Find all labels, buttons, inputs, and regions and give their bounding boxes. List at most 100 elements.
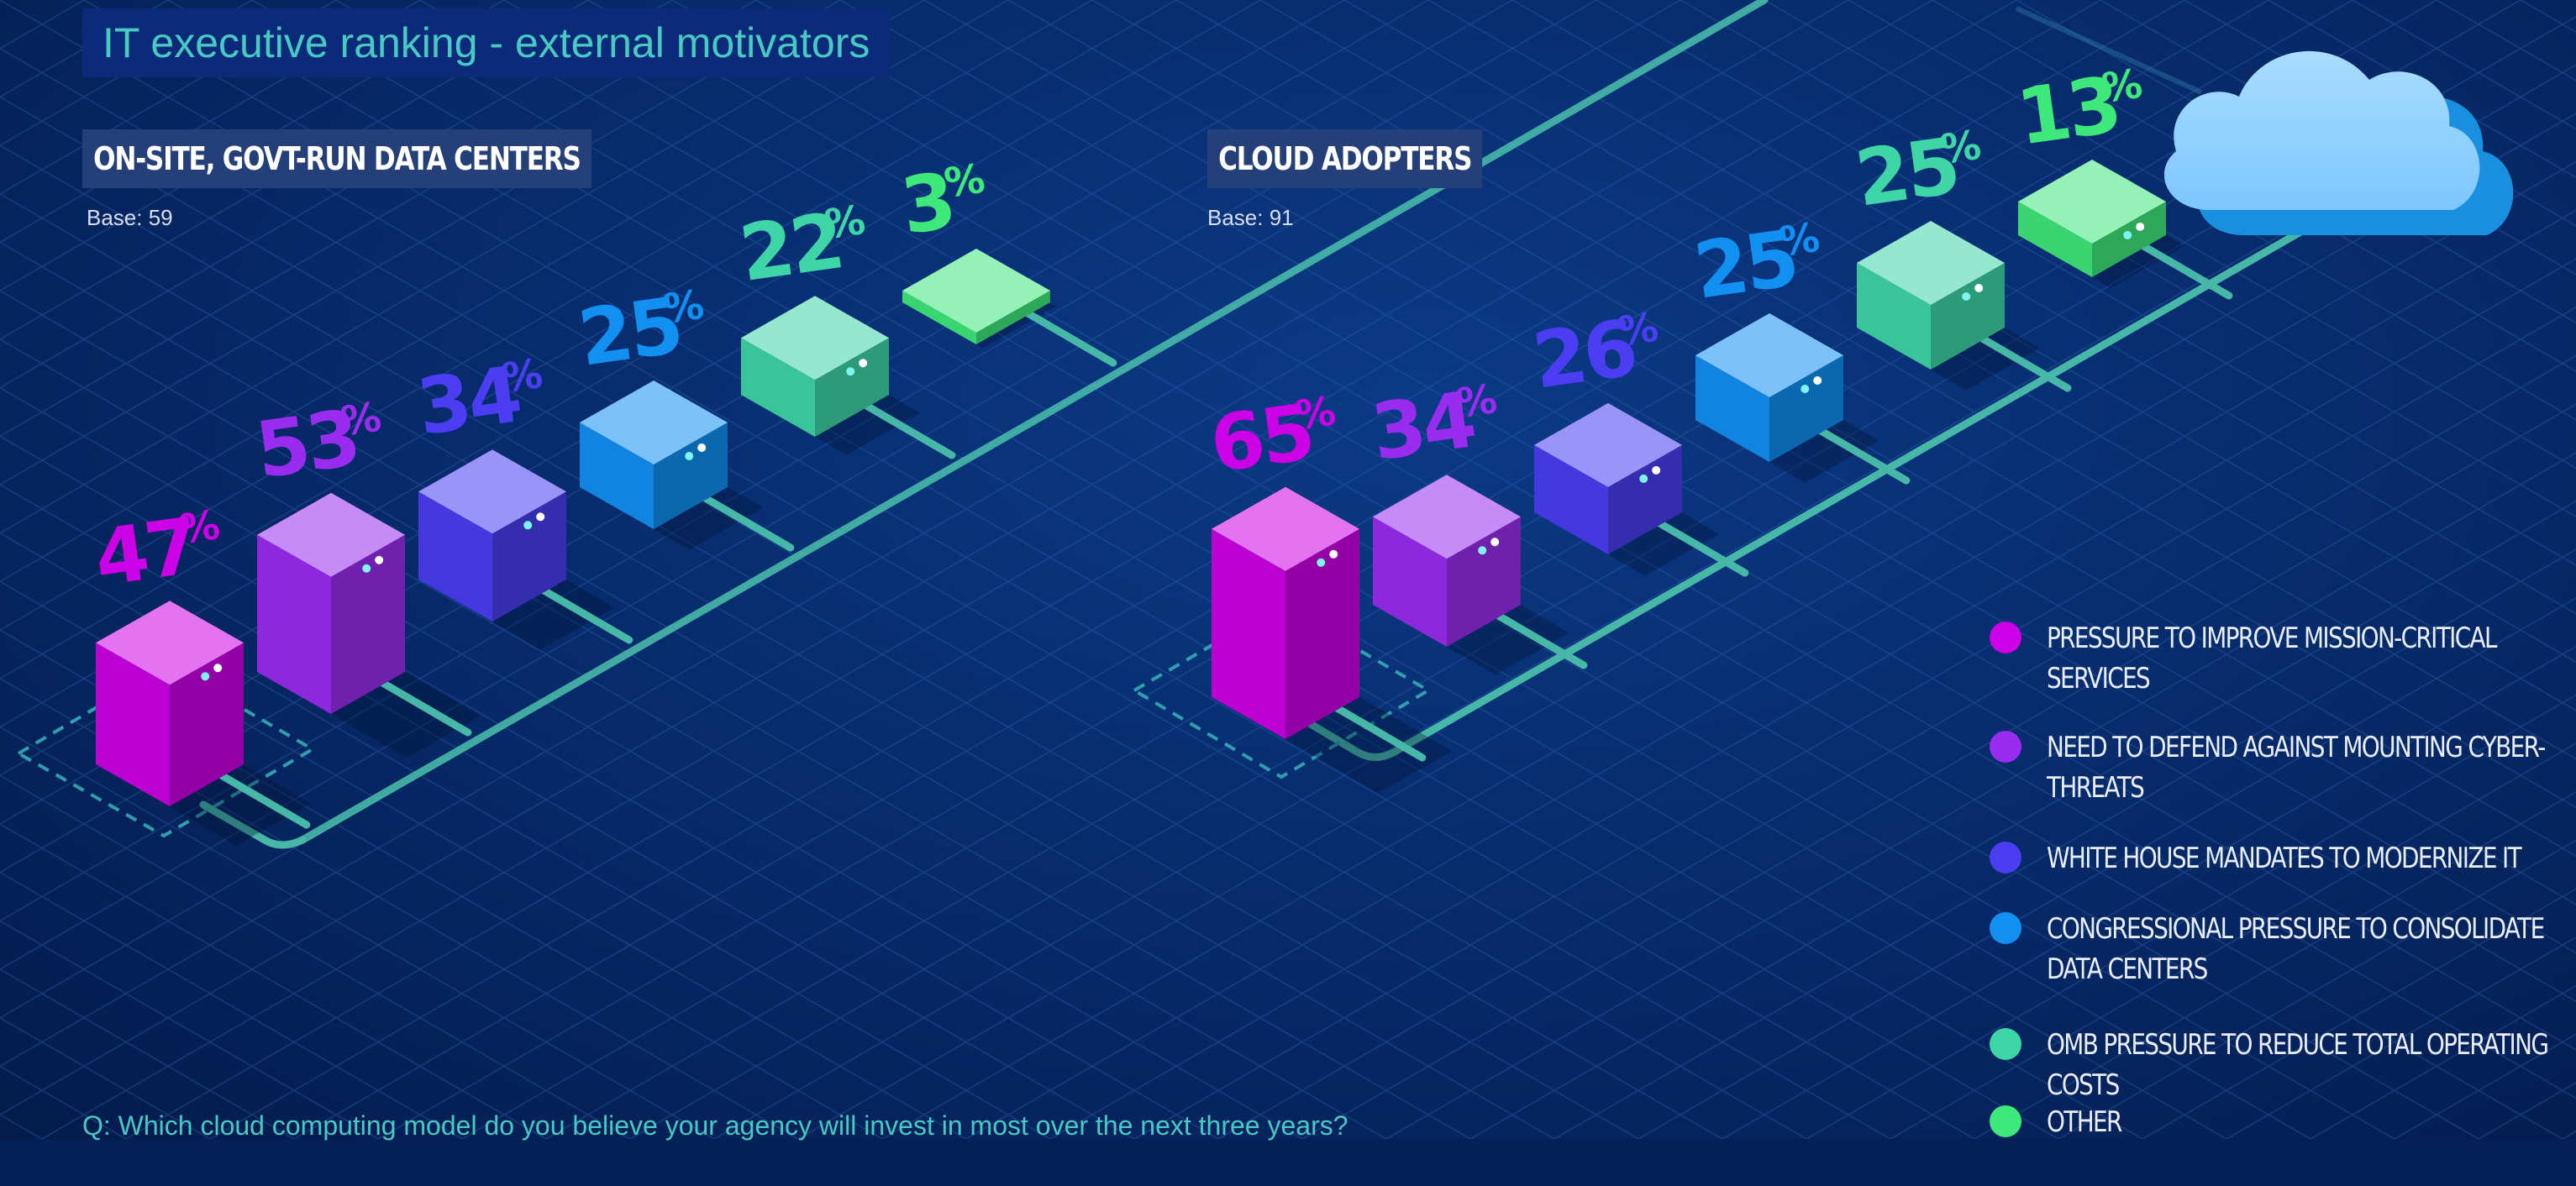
bar-left-face	[2018, 201, 2092, 277]
bar-right-face	[331, 534, 405, 714]
legend-label: CONGRESSIONAL PRESSURE TO CONSOLIDATE DA…	[2047, 912, 2545, 986]
bar-value-label: 53	[250, 393, 363, 496]
bar-connector	[2132, 238, 2233, 300]
bar: 53%	[250, 393, 481, 758]
bar-connector	[533, 582, 633, 644]
circuit-lines	[199, 0, 2306, 849]
bar-led	[685, 452, 694, 460]
bar-shadow	[492, 580, 615, 650]
bar-left-face	[741, 338, 815, 437]
bar-shadow	[1608, 512, 1720, 576]
panel-title-cloud: CLOUD ADOPTERS	[1207, 129, 1483, 188]
legend-label: PRESSURE TO IMPROVE MISSION-CRITICAL SER…	[2047, 622, 2497, 695]
bar-top-face	[1695, 313, 1843, 397]
legend-item: CONGRESSIONAL PRESSURE TO CONSOLIDATE DA…	[1986, 909, 2574, 993]
bar-shadow	[976, 302, 1057, 349]
bar-led	[1962, 292, 1971, 301]
bar-connector	[1810, 422, 1911, 485]
base-note-onsite: Base: 59	[87, 205, 173, 230]
bar-unit-label: %	[1776, 214, 1822, 266]
bar-shadow	[815, 395, 921, 455]
legend-label: NEED TO DEFEND AGAINST MOUNTING CYBER-TH…	[2047, 731, 2546, 805]
legend-swatch	[1990, 731, 2021, 763]
bar-right-face	[1931, 263, 2005, 370]
legend-swatch	[1990, 1028, 2021, 1060]
bar-top-face	[2018, 159, 2166, 244]
bar-value-label: 13	[2011, 60, 2124, 163]
bar-right-face	[654, 422, 728, 529]
bar-shadow	[1285, 697, 1453, 794]
bar-unit-label: %	[822, 197, 868, 249]
bar-top-face	[257, 492, 405, 577]
bar-led	[213, 664, 223, 673]
bar: 25%	[573, 281, 795, 552]
bar-connector	[855, 397, 956, 459]
bar-unit-label: %	[499, 350, 545, 402]
bar-led	[536, 512, 545, 522]
bar-shadow	[1931, 328, 2041, 391]
bar-unit-label: %	[2099, 60, 2145, 113]
bar-top-face	[1212, 486, 1359, 571]
bar-left-face	[902, 291, 976, 344]
bar-right-face	[1285, 528, 1359, 739]
bar-led	[1329, 549, 1338, 559]
legend-item: WHITE HOUSE MANDATES TO MODERNIZE IT	[1986, 838, 2574, 922]
bar-value-label: 47	[89, 501, 202, 604]
bar-shadow	[2092, 235, 2185, 288]
bar-left-face	[96, 643, 170, 806]
bar-led	[697, 443, 707, 452]
bar-led	[1639, 474, 1648, 483]
bar-top-face	[580, 380, 728, 464]
bar-unit-label: %	[1937, 122, 1984, 174]
bar-value-label: 25	[573, 281, 686, 384]
bar-top-face	[741, 296, 889, 380]
bar-connector	[1326, 700, 1427, 762]
bar-unit-label: %	[176, 501, 223, 554]
bar-led	[1652, 465, 1661, 475]
bar-unit-label: %	[338, 393, 384, 445]
bar-led	[1478, 546, 1487, 555]
bar-led	[2136, 222, 2145, 231]
bar-top-face	[1373, 475, 1521, 559]
bar: 26%	[1527, 303, 1749, 577]
bar-left-face	[1373, 517, 1447, 647]
cloud-icon	[2163, 50, 2514, 235]
legend-swatch	[1990, 842, 2021, 874]
bar: 3%	[896, 155, 1117, 367]
page-title: IT executive ranking - external motivato…	[82, 8, 891, 77]
bar-right-face	[170, 643, 244, 806]
bar-right-face	[976, 291, 1050, 344]
bar: 25%	[1850, 121, 2072, 392]
bar-connector	[210, 767, 311, 829]
bar-unit-label: %	[941, 155, 987, 207]
bar-top-face	[96, 601, 244, 685]
bar-connector	[371, 674, 472, 737]
bar-unit-label: %	[1454, 375, 1500, 428]
bar-shadow	[1447, 605, 1569, 675]
bar-led	[1813, 376, 1822, 385]
dashed-outline-left	[15, 663, 316, 838]
bar: 34%	[412, 349, 633, 650]
bar: 13%	[2011, 60, 2233, 300]
bar-right-face	[815, 338, 889, 437]
bar-right-face	[1608, 444, 1682, 554]
bar-value-label: 26	[1527, 303, 1640, 407]
bar-unit-label: %	[1292, 387, 1338, 439]
bar-shadow	[654, 487, 764, 550]
legend-item: PRESSURE TO IMPROVE MISSION-CRITICAL SER…	[1986, 618, 2574, 702]
bar-left-face	[418, 491, 492, 622]
bar-value-label: 3	[896, 155, 958, 251]
bar-unit-label: %	[660, 281, 707, 333]
bar-left-face	[1212, 528, 1285, 739]
panel-title-onsite: ON-SITE, GOVT-RUN DATA CENTERS	[82, 129, 591, 188]
legend-swatch	[1990, 1105, 2021, 1137]
bar-led	[859, 359, 868, 368]
bar: 65%	[1205, 387, 1453, 794]
legend-swatch	[1990, 912, 2021, 944]
bar-connector	[694, 490, 795, 552]
bar-top-face	[1857, 221, 2005, 305]
bar: 34%	[1366, 375, 1588, 675]
bar-led	[2123, 230, 2132, 239]
bar-top-face	[1534, 402, 1682, 487]
bar-led	[1490, 538, 1500, 547]
